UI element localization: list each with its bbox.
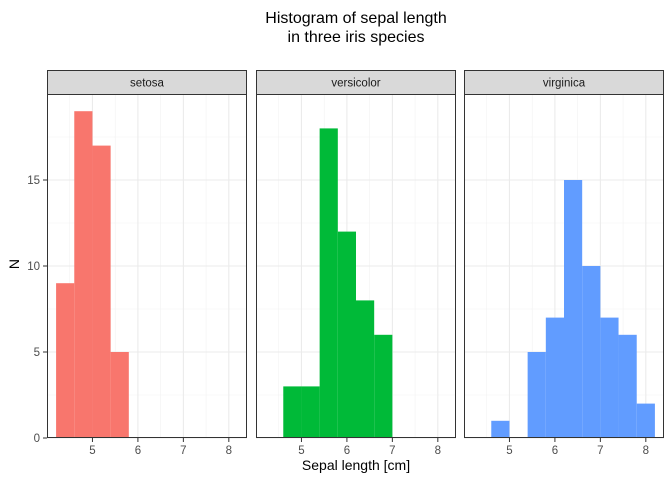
facet-strip [256, 70, 456, 95]
y-tick-label: 5 [34, 347, 40, 359]
chart-title-line-2: in three iris species [288, 29, 425, 46]
x-tick-label: 8 [435, 445, 441, 457]
histogram-bar-virginica [545, 317, 564, 438]
x-tick-label: 5 [506, 445, 512, 457]
histogram-bar-setosa [56, 283, 75, 438]
histogram-bar-versicolor [301, 386, 320, 438]
x-axis-title: Sepal length [cm] [302, 457, 410, 473]
facet-setosa: setosa 5 6 7 8 [47, 70, 247, 457]
facet-panels: setosa 5 6 7 8 versicolor 5 6 7 8 virginica 5 6 7 8 [47, 70, 664, 457]
x-tick-label: 7 [180, 445, 186, 457]
histogram-bar-setosa [110, 352, 129, 438]
histogram-bar-virginica [600, 317, 619, 438]
histogram-bar-virginica [564, 180, 583, 438]
histogram-bar-setosa [92, 145, 111, 438]
facet-strip-label: setosa [130, 78, 164, 90]
x-tick-label: 8 [226, 445, 232, 457]
facet-strip [47, 70, 247, 95]
histogram-bar-virginica [491, 420, 510, 438]
histogram-bar-versicolor [374, 334, 393, 438]
histogram-bar-virginica [636, 403, 655, 438]
y-tick-label: 0 [34, 433, 40, 445]
facet-strip-label: versicolor [331, 78, 380, 90]
y-tick-label: 10 [27, 261, 40, 273]
facet-virginica: virginica 5 6 7 8 [464, 70, 664, 457]
histogram-bar-setosa [74, 111, 93, 438]
histogram-bar-virginica [618, 334, 637, 438]
x-tick-label: 6 [135, 445, 141, 457]
facet-strip-label: virginica [543, 78, 586, 90]
x-tick-label: 7 [597, 445, 603, 457]
histogram-bar-virginica [527, 352, 546, 438]
histogram-bar-versicolor [337, 231, 356, 438]
x-tick-label: 7 [389, 445, 395, 457]
chart-title-line-1: Histogram of sepal length [265, 10, 446, 27]
y-axis: 0 5 10 15 [27, 175, 47, 445]
x-tick-label: 6 [344, 445, 350, 457]
histogram-bar-versicolor [319, 128, 338, 438]
x-tick-label: 5 [298, 445, 304, 457]
y-axis-title: N [6, 259, 22, 269]
histogram-bar-virginica [582, 266, 601, 438]
facet-strip [464, 70, 664, 95]
x-tick-label: 6 [552, 445, 558, 457]
histogram-bar-versicolor [283, 386, 302, 438]
histogram-bar-versicolor [356, 300, 375, 438]
x-tick-label: 8 [643, 445, 649, 457]
x-tick-label: 5 [89, 445, 95, 457]
facet-versicolor: versicolor 5 6 7 8 [256, 70, 456, 457]
y-tick-label: 15 [27, 175, 40, 187]
